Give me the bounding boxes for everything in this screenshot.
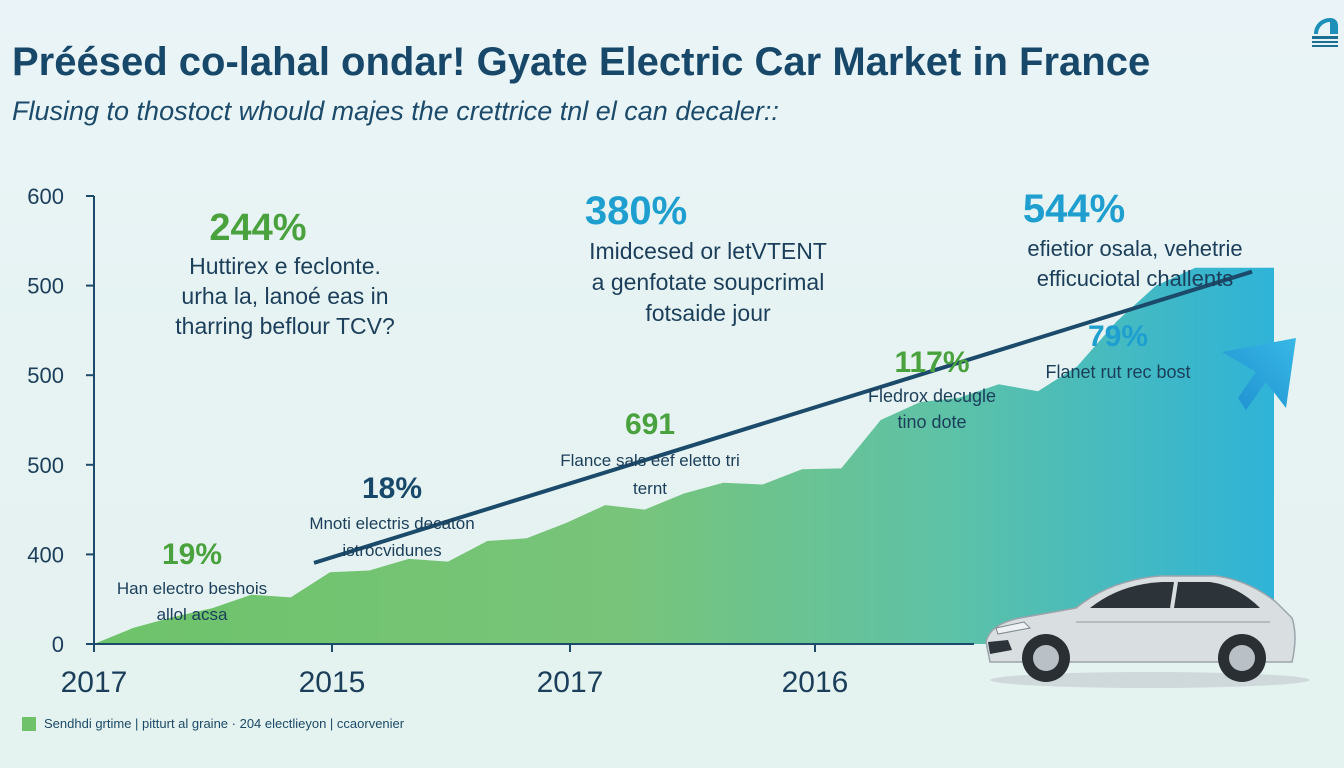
legend-swatch	[22, 716, 36, 731]
annotation-text: urha la, lanoé eas in	[181, 283, 388, 309]
annotation-text: tharring beflour TCV?	[175, 313, 394, 339]
annotation-value: 380%	[585, 189, 687, 233]
annotation-text: allol acsa	[157, 605, 228, 624]
annotation-text: Huttirex e feclonte.	[189, 253, 381, 279]
annotation-text: Flanet rut rec bost	[1045, 362, 1190, 382]
y-tick-label: 600	[27, 184, 64, 209]
annotation: 18% Mnoti electris decaton istrocvidunes	[309, 472, 474, 560]
annotation-text: Flance sals eef eletto tri	[560, 451, 740, 470]
annotation-text: a genfotate soupcrimal	[592, 269, 825, 295]
annotation-text: fotsaide jour	[645, 300, 771, 326]
annotation-value: 244%	[209, 207, 306, 249]
y-tick-label: 0	[52, 632, 64, 657]
annotation-text: tino dote	[897, 412, 966, 432]
annotation-value: 117%	[894, 346, 969, 379]
x-tick-label: 2017	[61, 666, 128, 699]
y-tick-label: 400	[27, 542, 64, 567]
annotation-value: 691	[625, 408, 675, 441]
y-tick-label: 500	[27, 453, 64, 478]
annotation-value: 19%	[162, 538, 222, 571]
annotation-value: 544%	[1023, 187, 1125, 231]
x-tick-label: 2017	[537, 666, 604, 699]
annotation-text: istrocvidunes	[342, 541, 441, 560]
annotation-text: Han electro beshois	[117, 579, 267, 598]
annotation-text: Mnoti electris decaton	[309, 514, 474, 533]
annotation: 79% Flanet rut rec bost	[1045, 320, 1190, 382]
logo-icon	[1312, 18, 1338, 47]
x-tick-label: 2015	[299, 666, 366, 699]
y-tick-label: 500	[27, 274, 64, 299]
annotation: 380% Imidcesed or letVTENT a genfotate sou…	[585, 189, 827, 326]
trend-arrow-icon	[1222, 338, 1296, 410]
annotation: 691 Flance sals eef eletto tri ternt	[560, 408, 740, 498]
page-title: Préésed co-lahal ondar! Gyate Electric C…	[12, 40, 1151, 84]
annotation: 117% Fledrox decugle tino dote	[868, 346, 996, 432]
trend-line	[313, 269, 1253, 565]
x-tick-label: 2016	[782, 666, 849, 699]
annotation-value: 79%	[1088, 320, 1148, 353]
y-tick-label: 500	[27, 363, 64, 388]
annotation-text: Fledrox decugle	[868, 386, 996, 406]
car-illustration	[985, 575, 1310, 688]
annotation-text: efficuciotal challents	[1037, 266, 1234, 291]
legend-label: Sendhdi grtime | pitturt al graine · 204…	[44, 716, 405, 731]
annotation-text: efietior osala, vehetrie	[1027, 236, 1242, 261]
annotation-text: ternt	[633, 479, 667, 498]
annotation-value: 18%	[362, 472, 422, 505]
area-series	[94, 267, 1274, 644]
legend: Sendhdi grtime | pitturt al graine · 204…	[22, 716, 404, 731]
annotation: 244% Huttirex e feclonte. urha la, lanoé e…	[175, 207, 394, 339]
page-subtitle: Flusing to thostoct whould majes the cre…	[12, 96, 779, 126]
annotation: 19% Han electro beshois allol acsa	[117, 538, 267, 624]
annotation: 544% efietior osala, vehetrie efficuciotal…	[1023, 187, 1243, 291]
annotation-text: Imidcesed or letVTENT	[589, 238, 827, 264]
